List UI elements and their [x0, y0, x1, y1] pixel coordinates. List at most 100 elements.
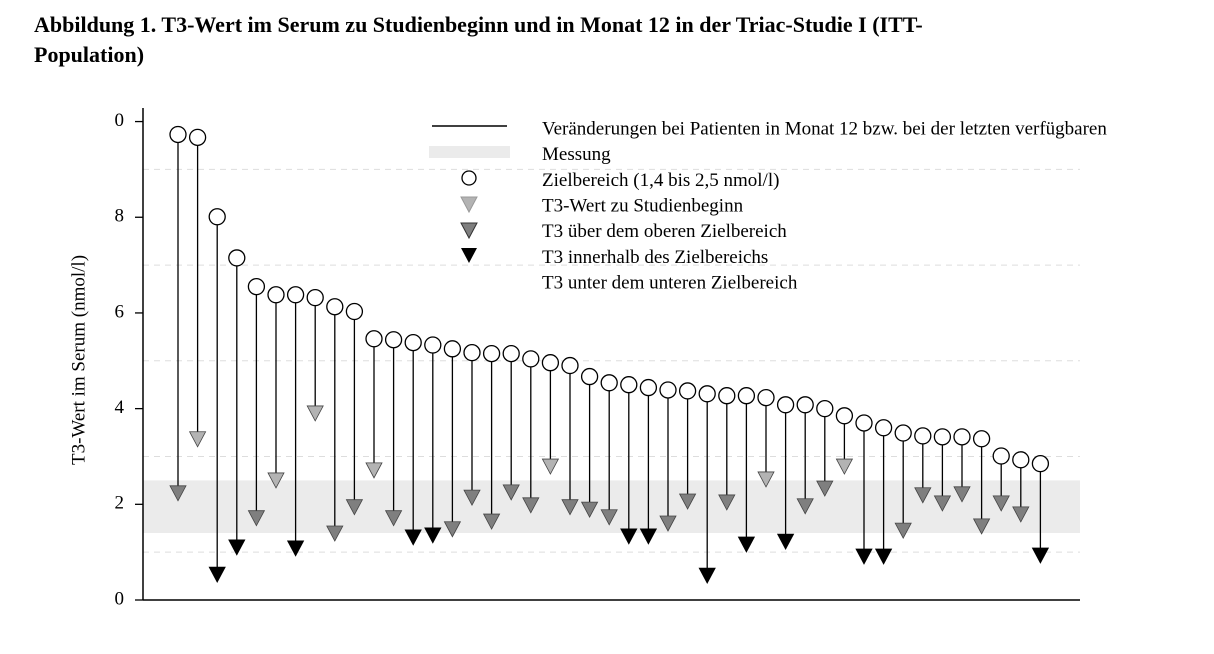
baseline-marker [600, 374, 618, 392]
baseline-marker [972, 430, 991, 448]
month12-marker [443, 521, 462, 538]
month12-marker [953, 486, 971, 503]
month12-marker [208, 566, 226, 584]
baseline-marker [737, 387, 756, 405]
month12-marker [345, 499, 364, 516]
y-tick-label: 0 [115, 110, 125, 131]
baseline-marker [443, 340, 462, 358]
baseline-marker [502, 344, 520, 363]
baseline-marker [914, 427, 932, 445]
month12-marker [502, 484, 520, 501]
title-line: Population) [34, 42, 145, 67]
y-tick-label: 4 [115, 397, 125, 418]
baseline-marker [286, 286, 305, 304]
month12-marker [992, 495, 1010, 512]
baseline-marker [894, 424, 912, 442]
baseline-marker [208, 208, 226, 226]
month12-marker [796, 498, 814, 515]
month12-marker [737, 536, 756, 553]
baseline-marker [698, 385, 716, 403]
y-tick-label: 6 [115, 301, 125, 322]
legend-triangle [460, 196, 478, 214]
baseline-marker [953, 428, 971, 446]
month12-marker [894, 522, 912, 539]
legend [429, 125, 510, 263]
baseline-marker [718, 387, 736, 405]
month12-marker [247, 510, 266, 527]
month12-marker [228, 539, 246, 556]
month12-marker [306, 405, 324, 422]
baseline-marker [1012, 451, 1030, 469]
month12-marker [188, 431, 207, 448]
baseline-marker [169, 125, 187, 144]
baseline-marker [1031, 454, 1050, 473]
y-tick-label: 0 [115, 588, 125, 609]
month12-marker [1012, 506, 1030, 523]
month12-marker [326, 525, 344, 542]
month12-marker [698, 567, 716, 584]
baseline-marker [776, 396, 795, 414]
month12-marker [855, 548, 873, 565]
month12-marker [384, 510, 403, 527]
baseline-marker [247, 277, 266, 296]
title-line: Abbildung 1. T3-Wert im Serum zu Studien… [34, 12, 923, 37]
baseline-marker [639, 378, 658, 397]
baseline-marker [463, 344, 481, 362]
baseline-marker [365, 330, 383, 348]
month12-marker [678, 493, 697, 510]
baseline-marker [580, 367, 599, 386]
target-band [143, 480, 1080, 534]
legend-band [429, 146, 510, 158]
legend-label: T3 innerhalb des Zielbereichs [542, 247, 768, 268]
month12-marker [874, 548, 893, 565]
legend-label: T3 unter dem unteren Zielbereich [542, 273, 798, 294]
month12-marker [404, 529, 422, 546]
baseline-marker [384, 331, 403, 349]
baseline-marker [188, 128, 207, 147]
baseline-marker [992, 447, 1010, 465]
y-tick-label: 2 [115, 493, 125, 514]
baseline-marker [678, 382, 697, 400]
month12-marker [620, 528, 638, 545]
baseline-marker [855, 414, 873, 432]
month12-marker [718, 494, 736, 511]
month12-marker [639, 528, 658, 545]
y-tick-label: 8 [115, 206, 125, 227]
baseline-marker [874, 419, 893, 437]
month12-marker [835, 458, 854, 475]
baseline-marker [424, 336, 442, 354]
baseline-marker [326, 298, 344, 316]
legend-label: Messung [542, 144, 611, 165]
legend-label: Zielbereich (1,4 bis 2,5 nmol/l) [542, 170, 779, 191]
month12-marker [286, 540, 305, 557]
month12-marker [463, 489, 481, 506]
legend-label: T3 über dem oberen Zielbereich [542, 221, 787, 242]
baseline-marker [816, 399, 834, 418]
baseline-marker [228, 249, 246, 267]
month12-marker [267, 472, 285, 489]
month12-marker [365, 462, 383, 479]
month12-marker [580, 501, 599, 518]
month12-marker [541, 458, 560, 475]
baseline-marker [404, 333, 422, 352]
month12-marker [776, 533, 795, 551]
month12-marker [757, 471, 775, 488]
baseline-marker [561, 356, 579, 375]
baseline-marker [306, 288, 324, 307]
month12-marker [659, 515, 677, 532]
month12-marker [933, 495, 952, 512]
baseline-marker [620, 376, 638, 394]
month12-marker [561, 499, 579, 516]
baseline-marker [541, 354, 560, 372]
month12-marker [424, 527, 442, 544]
baseline-marker [267, 286, 285, 304]
month12-marker [914, 487, 932, 504]
baseline-marker [933, 428, 952, 446]
month12-marker [600, 509, 618, 526]
baseline-marker [659, 381, 677, 399]
title: Abbildung 1. T3-Wert im Serum zu Studien… [34, 10, 923, 70]
legend-triangle [461, 248, 477, 263]
legend-triangle [460, 222, 478, 240]
month12-marker [972, 518, 991, 535]
month12-marker [1031, 547, 1050, 564]
